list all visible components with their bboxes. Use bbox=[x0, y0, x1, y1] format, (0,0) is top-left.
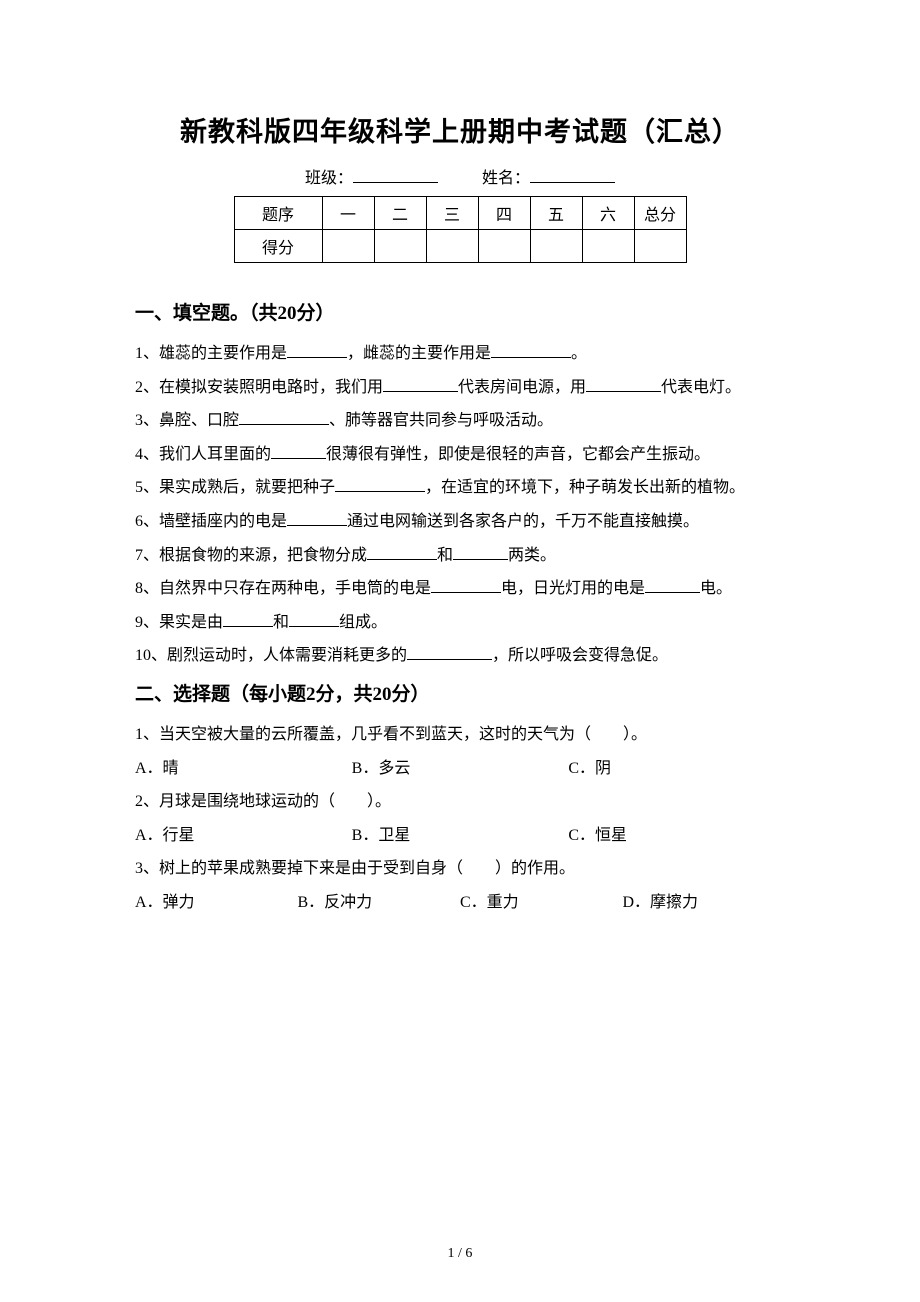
table-row: 得分 bbox=[234, 230, 686, 263]
mc-question-3: 3、树上的苹果成熟要掉下来是由于受到自身（ ）的作用。 bbox=[135, 852, 785, 886]
q-text: 、肺等器官共同参与呼吸活动。 bbox=[329, 412, 553, 429]
q-text: 3、鼻腔、口腔 bbox=[135, 412, 239, 429]
q-text: 组成。 bbox=[339, 614, 387, 631]
score-cell bbox=[426, 230, 478, 263]
q-text: 7、根据食物的来源，把食物分成 bbox=[135, 547, 367, 564]
fill-blank bbox=[271, 458, 326, 459]
fill-blank bbox=[586, 391, 661, 392]
q-text: 代表电灯。 bbox=[661, 379, 741, 396]
q-text: ，所以呼吸会变得急促。 bbox=[492, 647, 668, 664]
col-header: 五 bbox=[530, 197, 582, 230]
question-3: 3、鼻腔、口腔 、肺等器官共同参与呼吸活动。 bbox=[135, 404, 785, 438]
class-label: 班级： bbox=[305, 170, 353, 187]
score-table: 题序 一 二 三 四 五 六 总分 得分 bbox=[234, 196, 687, 263]
mc-question-2: 2、月球是围绕地球运动的（ ）。 bbox=[135, 785, 785, 819]
q-text: 2、在模拟安装照明电路时，我们用 bbox=[135, 379, 383, 396]
fill-blank bbox=[287, 525, 347, 526]
question-5: 5、果实成熟后，就要把种子 ，在适宜的环境下，种子萌发长出新的植物。 bbox=[135, 471, 785, 505]
option-c: C．重力 bbox=[460, 886, 623, 920]
q-text: 通过电网输送到各家各户的，千万不能直接触摸。 bbox=[347, 513, 699, 530]
option-b: B．多云 bbox=[352, 752, 569, 786]
q-text: 4、我们人耳里面的 bbox=[135, 446, 271, 463]
name-label: 姓名： bbox=[482, 170, 530, 187]
fill-blank bbox=[453, 559, 508, 560]
question-9: 9、果实是由 和 组成。 bbox=[135, 606, 785, 640]
col-header: 三 bbox=[426, 197, 478, 230]
fill-blank bbox=[287, 357, 347, 358]
option-a: A．弹力 bbox=[135, 886, 298, 920]
option-b: B．反冲力 bbox=[298, 886, 461, 920]
q-text: 和 bbox=[273, 614, 289, 631]
row-label: 得分 bbox=[234, 230, 322, 263]
score-cell bbox=[322, 230, 374, 263]
fill-blank bbox=[335, 491, 425, 492]
col-header: 总分 bbox=[634, 197, 686, 230]
name-blank bbox=[530, 182, 615, 183]
q-text: 和 bbox=[437, 547, 453, 564]
fill-blank bbox=[491, 357, 571, 358]
mc-question-1: 1、当天空被大量的云所覆盖，几乎看不到蓝天，这时的天气为（ ）。 bbox=[135, 718, 785, 752]
col-header: 四 bbox=[478, 197, 530, 230]
q-text: 。 bbox=[571, 345, 587, 362]
question-6: 6、墙壁插座内的电是 通过电网输送到各家各户的，千万不能直接触摸。 bbox=[135, 505, 785, 539]
option-b: B．卫星 bbox=[352, 819, 569, 853]
table-row: 题序 一 二 三 四 五 六 总分 bbox=[234, 197, 686, 230]
q-text: 5、果实成熟后，就要把种子 bbox=[135, 479, 335, 496]
q-text: 两类。 bbox=[508, 547, 556, 564]
question-1: 1、雄蕊的主要作用是 ，雌蕊的主要作用是 。 bbox=[135, 337, 785, 371]
fill-blank bbox=[645, 592, 700, 593]
col-header: 六 bbox=[582, 197, 634, 230]
score-cell bbox=[530, 230, 582, 263]
question-4: 4、我们人耳里面的 很薄很有弹性，即使是很轻的声音，它都会产生振动。 bbox=[135, 438, 785, 472]
score-cell bbox=[634, 230, 686, 263]
class-name-row: 班级： 姓名： bbox=[135, 164, 785, 188]
options-row: A．晴 B．多云 C．阴 bbox=[135, 752, 785, 786]
fill-blank bbox=[367, 559, 437, 560]
fill-blank bbox=[407, 659, 492, 660]
q-text: 10、剧烈运动时，人体需要消耗更多的 bbox=[135, 647, 407, 664]
fill-blank bbox=[383, 391, 458, 392]
option-d: D．摩擦力 bbox=[623, 886, 786, 920]
page-number: 1 / 6 bbox=[0, 1246, 920, 1262]
score-cell bbox=[478, 230, 530, 263]
question-8: 8、自然界中只存在两种电，手电筒的电是 电，日光灯用的电是 电。 bbox=[135, 572, 785, 606]
score-cell bbox=[582, 230, 634, 263]
q-text: 电，日光灯用的电是 bbox=[501, 580, 645, 597]
row-label: 题序 bbox=[234, 197, 322, 230]
document-title: 新教科版四年级科学上册期中考试题（汇总） bbox=[135, 110, 785, 149]
q-text: 9、果实是由 bbox=[135, 614, 223, 631]
option-c: C．阴 bbox=[568, 752, 785, 786]
col-header: 一 bbox=[322, 197, 374, 230]
fill-blank bbox=[239, 424, 329, 425]
q-text: ，雌蕊的主要作用是 bbox=[347, 345, 491, 362]
section-heading-1: 一、填空题。（共20分） bbox=[135, 298, 785, 325]
q-text: 代表房间电源，用 bbox=[458, 379, 586, 396]
option-a: A．晴 bbox=[135, 752, 352, 786]
q-text: 1、雄蕊的主要作用是 bbox=[135, 345, 287, 362]
fill-blank bbox=[431, 592, 501, 593]
q-text: 很薄很有弹性，即使是很轻的声音，它都会产生振动。 bbox=[326, 446, 710, 463]
option-a: A．行星 bbox=[135, 819, 352, 853]
options-row: A．行星 B．卫星 C．恒星 bbox=[135, 819, 785, 853]
q-text: 6、墙壁插座内的电是 bbox=[135, 513, 287, 530]
option-c: C．恒星 bbox=[568, 819, 785, 853]
question-7: 7、根据食物的来源，把食物分成 和 两类。 bbox=[135, 539, 785, 573]
options-row: A．弹力 B．反冲力 C．重力 D．摩擦力 bbox=[135, 886, 785, 920]
class-blank bbox=[353, 182, 438, 183]
fill-blank bbox=[289, 626, 339, 627]
score-cell bbox=[374, 230, 426, 263]
q-text: 电。 bbox=[700, 580, 732, 597]
q-text: ，在适宜的环境下，种子萌发长出新的植物。 bbox=[425, 479, 745, 496]
question-2: 2、在模拟安装照明电路时，我们用 代表房间电源，用 代表电灯。 bbox=[135, 371, 785, 405]
section-heading-2: 二、选择题（每小题2分，共20分） bbox=[135, 679, 785, 706]
question-10: 10、剧烈运动时，人体需要消耗更多的 ，所以呼吸会变得急促。 bbox=[135, 639, 785, 673]
q-text: 8、自然界中只存在两种电，手电筒的电是 bbox=[135, 580, 431, 597]
col-header: 二 bbox=[374, 197, 426, 230]
fill-blank bbox=[223, 626, 273, 627]
